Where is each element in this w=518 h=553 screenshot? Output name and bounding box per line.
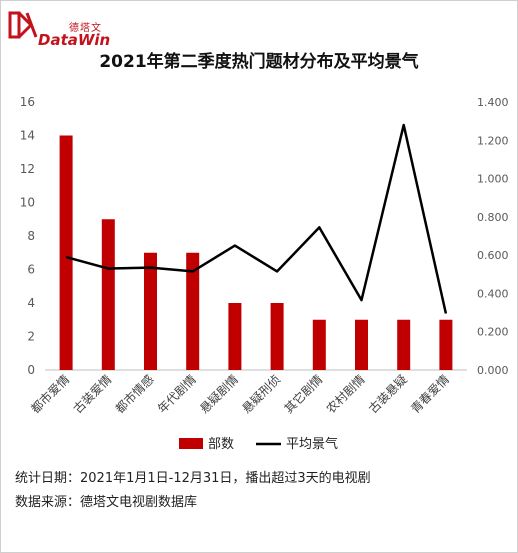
y2-tick-label: 0.400: [477, 287, 509, 300]
y2-tick-label: 0.200: [477, 326, 509, 339]
y2-tick-label: 0.000: [477, 364, 509, 377]
y2-tick-label: 0.800: [477, 211, 509, 224]
x-tick-label: 悬疑剧情: [196, 372, 241, 417]
bar: [186, 252, 200, 370]
chart-title: 2021年第二季度热门题材分布及平均景气: [99, 52, 419, 72]
bar: [270, 303, 284, 370]
y-tick-label: 0: [27, 363, 35, 377]
x-tick-label: 其它剧情: [281, 372, 326, 417]
combo-chart: 0 2 4 6 8 10 12 14 16 0.000 0.200 0.400 0.600 0.800 1.…: [20, 95, 509, 452]
bar: [439, 319, 453, 370]
y-tick-label: 6: [27, 263, 35, 277]
footer-date-note: 统计日期：2021年1月1日-12月31日，播出超过3天的电视剧: [15, 471, 371, 486]
y-tick-label: 4: [27, 296, 35, 310]
bar: [59, 135, 73, 370]
bar: [355, 319, 368, 370]
y2-tick-label: 1.000: [477, 173, 509, 186]
x-tick-label: 都市情感: [112, 372, 157, 417]
x-tick-label: 农村剧情: [324, 372, 368, 416]
x-tick-label: 古装爱情: [70, 372, 115, 417]
legend-label-bars: 部数: [208, 437, 234, 452]
bar: [144, 252, 157, 370]
logo-english-text: DataWin: [38, 31, 111, 49]
y-tick-label: 16: [20, 95, 35, 109]
x-tick-label: 都市爱情: [28, 372, 73, 417]
y2-tick-label: 1.200: [477, 134, 509, 147]
y2-tick-label: 1.400: [477, 96, 509, 109]
y-tick-label: 8: [27, 229, 35, 243]
bar: [312, 319, 326, 370]
y-tick-label: 12: [20, 162, 35, 176]
legend-swatch-bars: [179, 438, 203, 449]
y-tick-label: 14: [20, 129, 35, 143]
datawin-logo-icon: [8, 11, 38, 39]
legend-label-line: 平均景气: [286, 436, 338, 452]
line-series-avg-prosperity: [65, 123, 448, 314]
bar: [397, 319, 411, 370]
y2-tick-label: 0.600: [477, 249, 509, 262]
x-tick-label: 悬疑刑侦: [239, 372, 284, 417]
y-tick-label: 10: [20, 196, 35, 210]
bar: [228, 303, 242, 370]
bar: [101, 219, 115, 370]
x-tick-label: 青春爱情: [408, 372, 452, 416]
x-tick-label: 年代剧情: [155, 372, 199, 416]
y-tick-label: 2: [27, 330, 35, 344]
logo-chinese-text: 德塔文: [69, 23, 102, 34]
footer-source-note: 数据来源：德塔文电视剧数据库: [15, 495, 198, 510]
brand-logo: 德塔文 DataWin: [7, 9, 127, 49]
x-tick-label: 古装悬疑: [365, 372, 410, 417]
